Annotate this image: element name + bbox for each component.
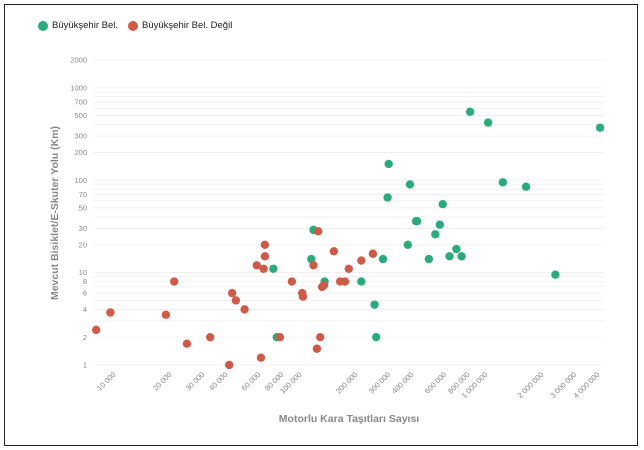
legend-swatch-metropolitan — [38, 20, 48, 31]
data-point-metropolitan[interactable] — [457, 252, 466, 261]
data-point-non-metropolitan[interactable] — [259, 264, 268, 273]
x-tick-label: 600 000 — [423, 370, 449, 396]
data-point-metropolitan[interactable] — [483, 118, 493, 127]
x-axis-title: Motorlu Kara Taşıtları Sayısı — [279, 413, 420, 425]
y-tick-label: 100 — [74, 176, 87, 185]
data-point-metropolitan[interactable] — [452, 244, 461, 254]
y-tick-label: 2 — [83, 333, 87, 342]
data-point-metropolitan[interactable] — [384, 159, 393, 169]
data-point-non-metropolitan[interactable] — [309, 261, 318, 270]
data-point-metropolitan[interactable] — [431, 230, 440, 239]
data-point-non-metropolitan[interactable] — [182, 339, 192, 348]
data-point-non-metropolitan[interactable] — [169, 277, 179, 286]
data-point-non-metropolitan[interactable] — [312, 344, 322, 353]
data-point-metropolitan[interactable] — [424, 254, 434, 264]
legend-item-metropolitan: Büyükşehir Bel. — [38, 20, 118, 31]
x-tick-label: 30 000 — [184, 370, 207, 393]
data-point-non-metropolitan[interactable] — [91, 325, 101, 335]
data-point-non-metropolitan[interactable] — [240, 305, 249, 314]
y-tick-label: 500 — [74, 111, 87, 120]
y-tick-label: 10 — [79, 268, 87, 277]
chart-legend: Büyükşehir Bel. Büyükşehir Bel. Değil — [38, 20, 232, 31]
data-point-non-metropolitan[interactable] — [227, 288, 237, 298]
y-tick-label: 2000 — [70, 56, 87, 65]
data-point-metropolitan[interactable] — [435, 220, 445, 229]
legend-swatch-non-metropolitan — [128, 20, 139, 31]
data-point-metropolitan[interactable] — [551, 270, 560, 279]
data-point-metropolitan[interactable] — [403, 240, 413, 249]
data-point-metropolitan[interactable] — [370, 300, 379, 309]
data-point-non-metropolitan[interactable] — [344, 264, 353, 273]
legend-label-metropolitan: Büyükşehir Bel. — [52, 20, 119, 31]
data-point-metropolitan[interactable] — [378, 254, 388, 264]
grid-lines — [93, 59, 604, 366]
data-point-non-metropolitan[interactable] — [315, 332, 325, 342]
y-tick-label: 8 — [83, 277, 87, 286]
data-point-metropolitan[interactable] — [595, 123, 605, 132]
data-point-metropolitan[interactable] — [438, 199, 447, 209]
y-tick-label: 50 — [79, 204, 87, 213]
data-point-non-metropolitan[interactable] — [357, 256, 366, 265]
data-point-non-metropolitan[interactable] — [252, 261, 261, 270]
data-point-metropolitan[interactable] — [405, 180, 415, 189]
y-tick-label: 300 — [74, 132, 87, 141]
data-point-metropolitan[interactable] — [465, 107, 475, 117]
data-point-non-metropolitan[interactable] — [106, 308, 115, 317]
data-point-non-metropolitan[interactable] — [161, 310, 171, 319]
x-tick-label: 200 000 — [334, 370, 360, 396]
data-point-non-metropolitan[interactable] — [298, 292, 308, 301]
chart-frame — [4, 4, 638, 446]
x-tick-label: 2 000 000 — [516, 370, 546, 400]
y-tick-label: 6 — [83, 289, 87, 298]
x-tick-label: 40 000 — [207, 370, 230, 393]
data-point-non-metropolitan[interactable] — [224, 360, 234, 370]
data-point-non-metropolitan[interactable] — [329, 247, 339, 256]
data-point-non-metropolitan[interactable] — [256, 353, 266, 362]
data-point-non-metropolitan[interactable] — [319, 281, 329, 290]
y-tick-label: 30 — [79, 224, 87, 233]
y-tick-label: 1000 — [70, 83, 87, 92]
data-point-metropolitan[interactable] — [371, 332, 381, 342]
legend-item-non-metropolitan: Büyükşehir Bel. Değil — [128, 20, 232, 31]
data-point-non-metropolitan[interactable] — [231, 296, 241, 305]
data-point-non-metropolitan[interactable] — [287, 277, 297, 286]
data-point-metropolitan[interactable] — [412, 217, 422, 226]
data-points — [91, 107, 605, 370]
y-tick-label: 20 — [79, 240, 87, 249]
x-tick-label: 400 000 — [390, 370, 416, 396]
y-tick-label: 70 — [79, 190, 87, 199]
x-tick-label: 60 000 — [240, 370, 263, 393]
y-tick-label: 1 — [83, 361, 87, 370]
x-tick-label: 20 000 — [151, 370, 174, 393]
data-point-metropolitan[interactable] — [383, 193, 392, 202]
legend-label-non-metropolitan: Büyükşehir Bel. Değil — [142, 20, 233, 31]
x-tick-label: 10 000 — [95, 370, 118, 393]
y-tick-label: 700 — [74, 98, 87, 107]
data-point-non-metropolitan[interactable] — [275, 332, 285, 342]
x-axis-ticks: 10 000 20 000 30 000 40 000 60 000 80 000100 … — [95, 370, 601, 400]
data-point-non-metropolitan[interactable] — [340, 277, 350, 286]
data-point-metropolitan[interactable] — [269, 264, 278, 273]
data-point-non-metropolitan[interactable] — [260, 240, 270, 249]
y-axis-title: Mevcut Bisiklet/E-Skuter Yolu (Km) — [49, 126, 61, 300]
data-point-metropolitan[interactable] — [357, 277, 366, 286]
data-point-non-metropolitan[interactable] — [314, 227, 323, 236]
data-point-metropolitan[interactable] — [498, 178, 508, 187]
data-point-non-metropolitan[interactable] — [205, 332, 215, 342]
data-point-non-metropolitan[interactable] — [368, 249, 378, 258]
y-axis-ticks: 1 2 4 6 810 20 30 50 70 100 200 300 500 700 1000 2000 — [70, 56, 87, 370]
y-tick-label: 4 — [83, 305, 87, 314]
y-tick-label: 200 — [74, 148, 87, 157]
x-tick-label: 300 000 — [367, 370, 393, 396]
data-point-non-metropolitan[interactable] — [260, 252, 270, 261]
data-point-metropolitan[interactable] — [445, 252, 454, 261]
data-point-metropolitan[interactable] — [521, 182, 531, 191]
